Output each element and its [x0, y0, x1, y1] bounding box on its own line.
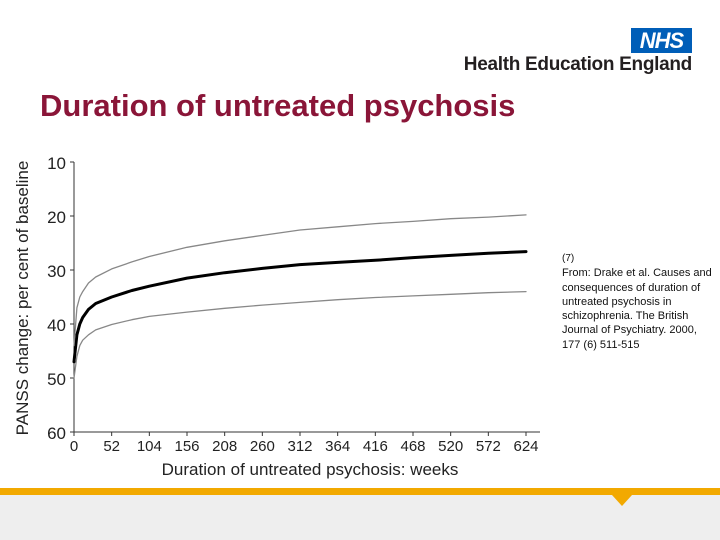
- x-axis-label: Duration of untreated psychosis: weeks: [162, 460, 459, 479]
- x-tick-label: 156: [174, 438, 199, 455]
- x-tick-label: 104: [137, 438, 162, 455]
- x-tick-label: 572: [476, 438, 501, 455]
- x-tick-label: 624: [513, 438, 538, 455]
- y-tick-label: 50: [47, 370, 66, 389]
- x-tick-label: 0: [70, 438, 78, 455]
- slide-title: Duration of untreated psychosis: [40, 88, 516, 123]
- y-tick-label: 40: [47, 316, 66, 335]
- reference-number: (7): [562, 253, 575, 264]
- chart-series: [72, 214, 528, 379]
- series-line-confidence-bound: [73, 290, 527, 379]
- footer-notch: [612, 495, 632, 506]
- y-tick-label: 30: [47, 262, 66, 281]
- x-tick-label: 52: [103, 438, 120, 455]
- x-tick-label: 208: [212, 438, 237, 455]
- source-text: From: Drake et al. Causes and consequenc…: [562, 267, 712, 351]
- nhs-logo: NHS: [631, 28, 692, 53]
- y-tick-label: 60: [47, 424, 66, 443]
- footer-accent-bar: [0, 488, 720, 495]
- series-line-confidence-bound: [73, 214, 527, 347]
- x-tick-label: 520: [438, 438, 463, 455]
- footer-band: [0, 495, 720, 540]
- organization-name: Health Education England: [463, 54, 693, 75]
- source-citation: (7) From: Drake et al. Causes and conseq…: [562, 252, 712, 352]
- chart-tick-labels: 10 20 30 40 50 600 52 104 156 208 260 312 364 416 468 5…: [47, 154, 538, 455]
- y-tick-label: 10: [47, 154, 66, 173]
- x-tick-label: 416: [363, 438, 388, 455]
- y-tick-label: 20: [47, 208, 66, 227]
- x-tick-label: 468: [400, 438, 425, 455]
- x-tick-label: 364: [325, 438, 350, 455]
- x-tick-label: 312: [287, 438, 312, 455]
- chart: 10 20 30 40 50 600 52 104 156 208 260 312 364 416 468 5…: [13, 154, 540, 479]
- chart-tick-marks: [70, 161, 527, 436]
- y-axis-label: PANSS change: per cent of baseline: [13, 161, 32, 436]
- x-tick-label: 260: [250, 438, 275, 455]
- series-line-estimate: [72, 250, 528, 364]
- chart-axes: [73, 162, 540, 433]
